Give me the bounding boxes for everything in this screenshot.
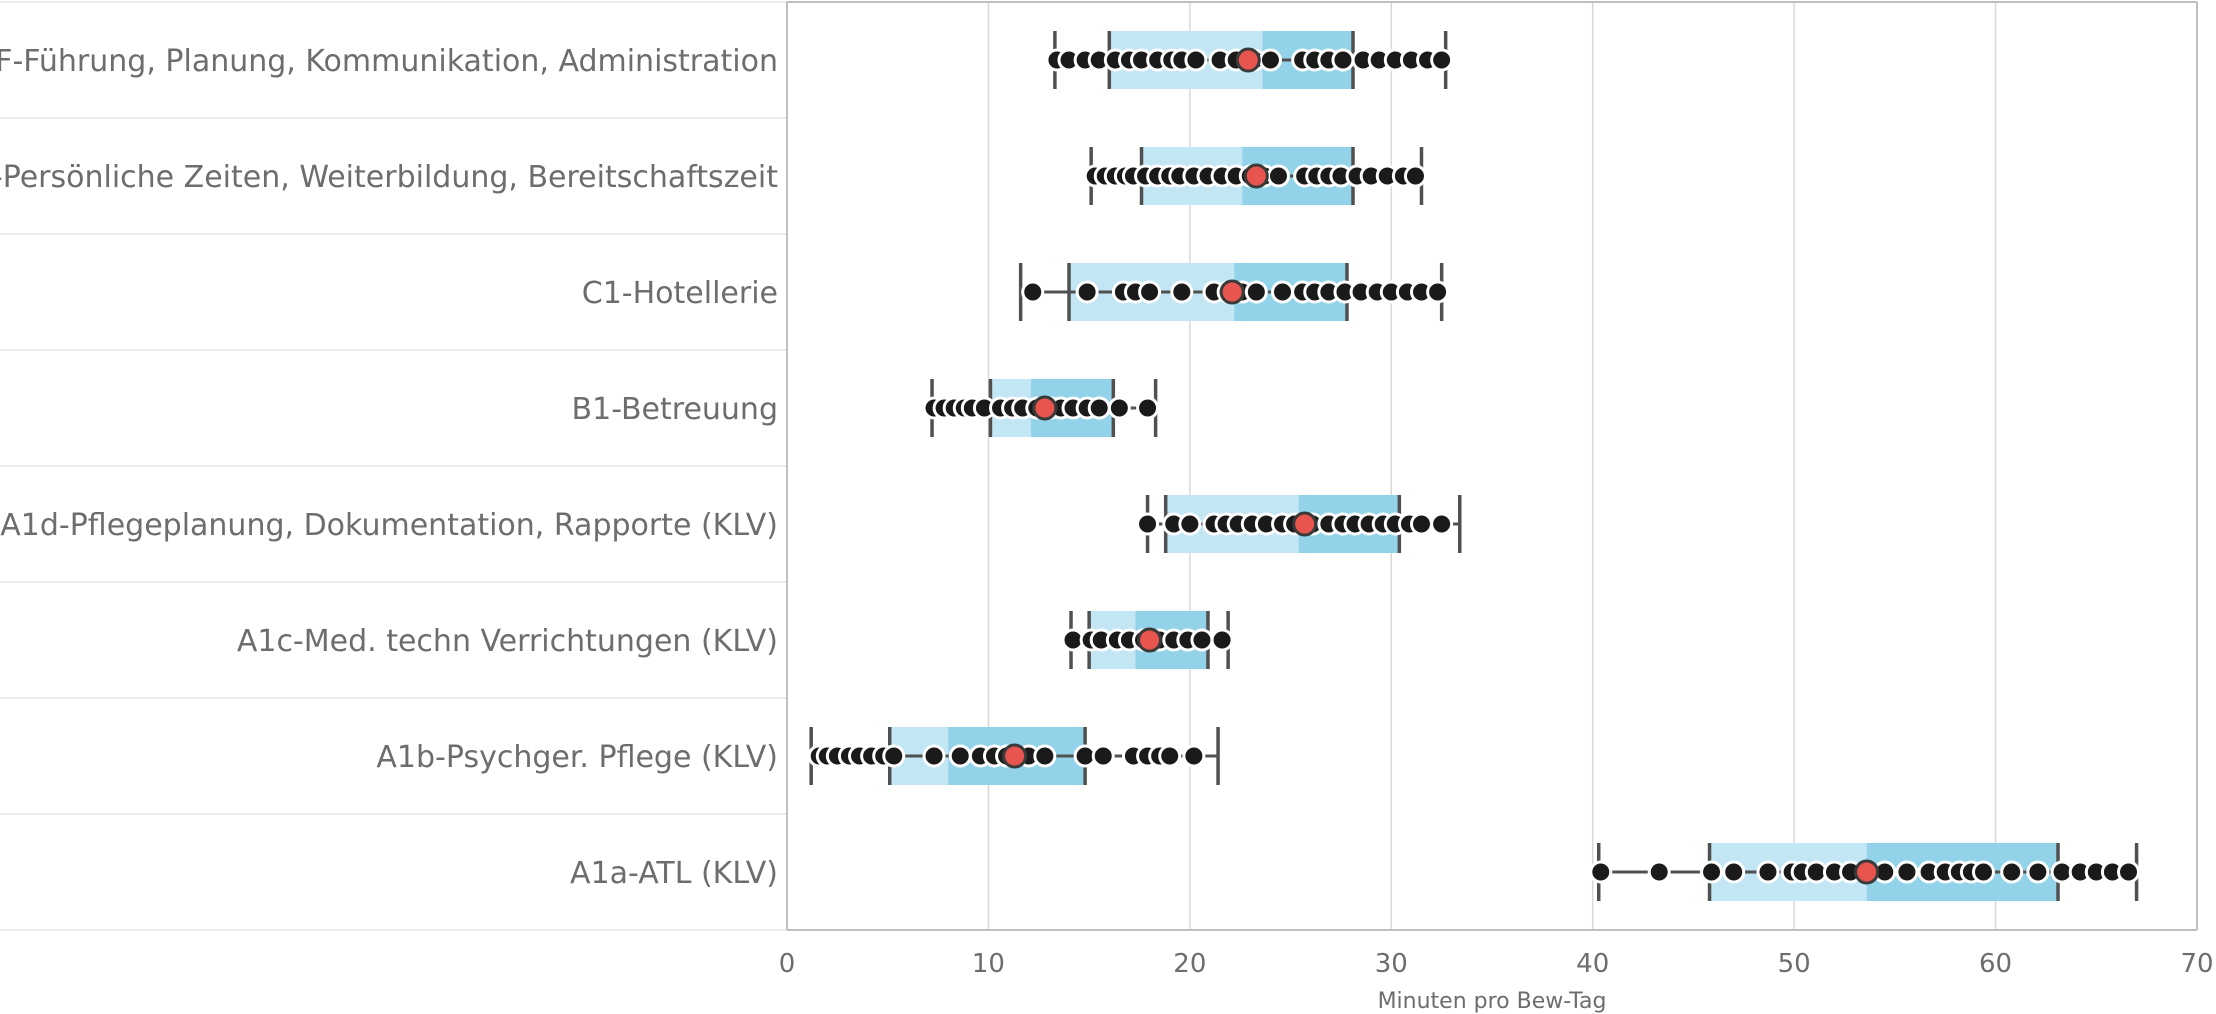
- data-point: [1075, 280, 1099, 304]
- mean-point: [1002, 743, 1028, 769]
- box-group: [1136, 495, 1462, 553]
- x-tick-label: 30: [1375, 949, 1408, 979]
- data-point: [1430, 48, 1454, 72]
- data-point: [1210, 628, 1234, 652]
- x-tick-label: 20: [1173, 949, 1206, 979]
- data-point: [2026, 860, 2050, 884]
- data-point: [1178, 512, 1202, 536]
- x-axis-title: Minuten pro Bew-Tag: [1378, 989, 1607, 1014]
- data-point: [1700, 860, 1724, 884]
- data-point: [1266, 164, 1290, 188]
- mean-point: [1235, 47, 1261, 73]
- category-label: D-Persönliche Zeiten, Weiterbildung, Ber…: [0, 160, 778, 195]
- box-group: [1018, 263, 1450, 321]
- x-tick-label: 10: [972, 949, 1005, 979]
- data-point: [2117, 860, 2141, 884]
- x-tick-label: 40: [1576, 949, 1609, 979]
- data-point: [1403, 164, 1427, 188]
- data-point: [1410, 512, 1433, 536]
- data-point: [1021, 280, 1045, 304]
- data-point: [1258, 48, 1282, 72]
- data-point: [1426, 280, 1450, 304]
- x-tick-label: 50: [1778, 949, 1811, 979]
- data-point: [1895, 860, 1919, 884]
- data-point: [948, 744, 972, 768]
- box-group: [922, 379, 1160, 437]
- mean-point: [1243, 163, 1269, 189]
- row-separators: [0, 1, 787, 931]
- data-point: [1138, 280, 1162, 304]
- box-group: [1589, 843, 2141, 901]
- data-point: [1033, 744, 1057, 768]
- box-group: [1083, 147, 1427, 205]
- data-point: [1087, 396, 1111, 420]
- data-point: [1271, 280, 1295, 304]
- data-point: [922, 744, 946, 768]
- mean-point: [1032, 395, 1058, 421]
- category-label: C1-Hotellerie: [582, 276, 778, 311]
- category-label: A1c-Med. techn Verrichtungen (KLV): [237, 624, 778, 659]
- plot-frame: [786, 1, 2198, 931]
- category-label: A1d-Pflegeplanung, Dokumentation, Rappor…: [0, 508, 778, 543]
- mean-point: [1292, 511, 1318, 537]
- data-point: [1722, 860, 1746, 884]
- data-point: [2000, 860, 2024, 884]
- data-point: [1647, 860, 1671, 884]
- category-labels: F-Führung, Planung, Kommunikation, Admin…: [0, 44, 778, 891]
- box-group: [1061, 611, 1234, 669]
- data-point: [1158, 744, 1182, 768]
- data-point: [1091, 744, 1115, 768]
- x-tick-label: 70: [2180, 949, 2213, 979]
- mean-point: [1137, 627, 1163, 653]
- data-point: [1430, 512, 1454, 536]
- data-point: [1170, 280, 1194, 304]
- category-label: A1a-ATL (KLV): [570, 856, 778, 891]
- data-point: [1136, 396, 1160, 420]
- data-point: [1589, 860, 1613, 884]
- data-point: [1331, 48, 1355, 72]
- box-group: [1045, 31, 1454, 89]
- data-point: [1107, 396, 1131, 420]
- category-label: B1-Betreuung: [572, 392, 778, 427]
- category-label: F-Führung, Planung, Kommunikation, Admin…: [0, 44, 778, 79]
- boxes-layer: [807, 31, 2141, 901]
- data-point: [1244, 280, 1268, 304]
- data-point: [1184, 48, 1208, 72]
- data-point: [1182, 744, 1206, 768]
- mean-point: [1854, 859, 1880, 885]
- x-tick-label: 0: [779, 949, 796, 979]
- mean-point: [1219, 279, 1245, 305]
- data-point: [1136, 512, 1160, 536]
- data-point: [1190, 628, 1214, 652]
- box-group: [807, 727, 1220, 785]
- x-tick-labels: 0 10 20 30 40 50 60 70: [779, 949, 2214, 979]
- data-point: [1971, 860, 1995, 884]
- x-tick-label: 60: [1979, 949, 2012, 979]
- category-label: A1b-Psychger. Pflege (KLV): [376, 740, 778, 775]
- gridlines: [987, 2, 1997, 930]
- data-point: [882, 744, 906, 768]
- data-point: [1756, 860, 1780, 884]
